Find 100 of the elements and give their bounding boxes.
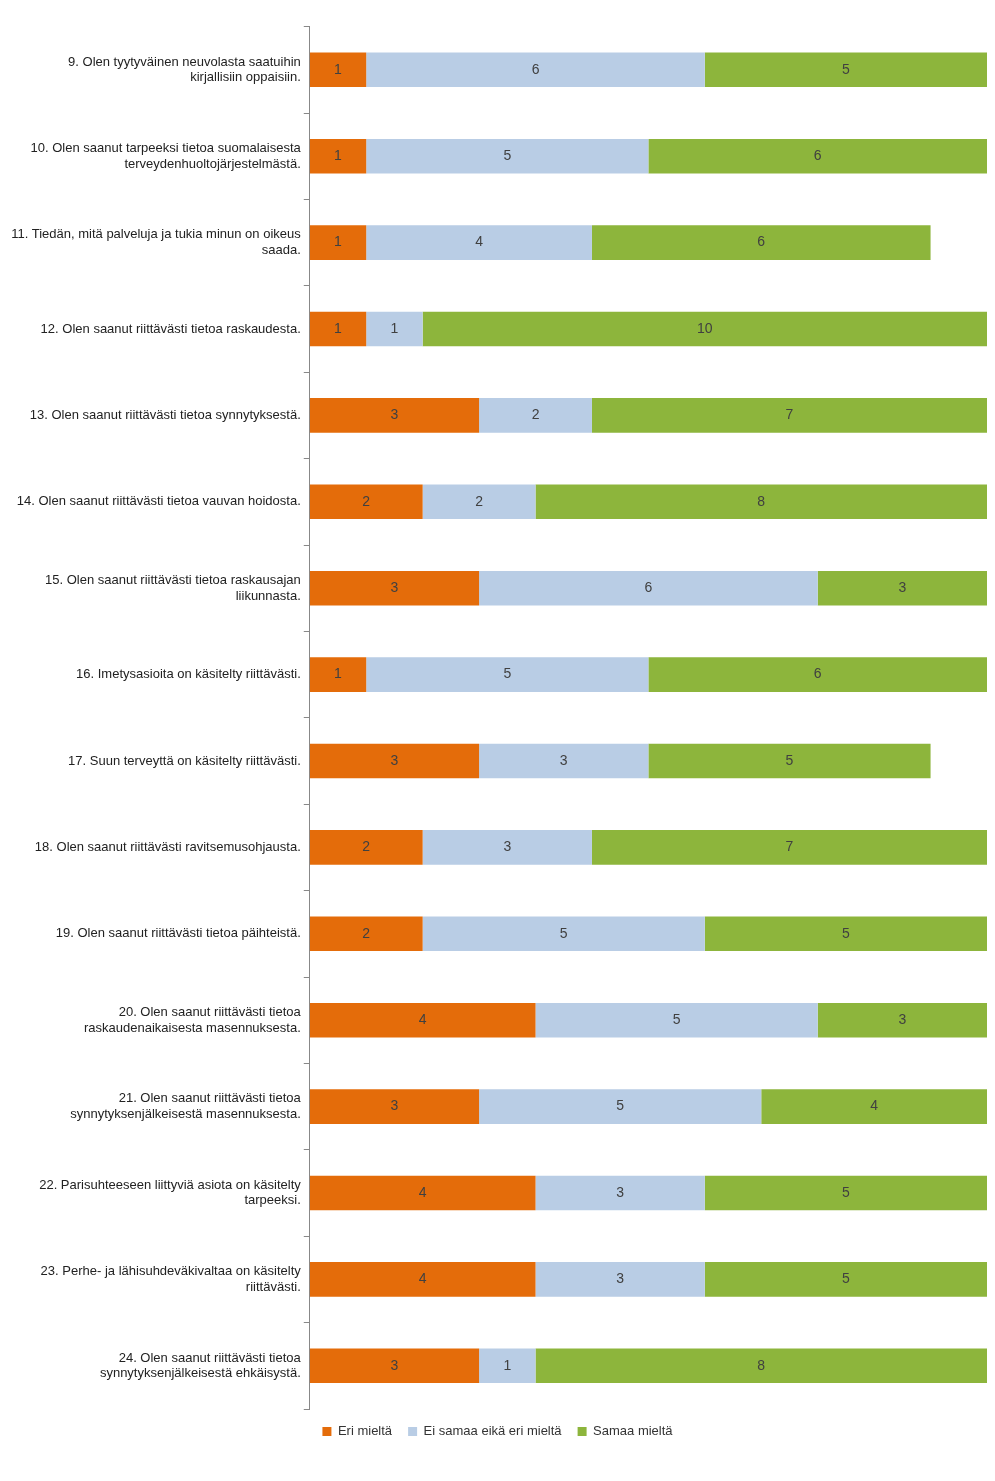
bar [309,1262,536,1297]
data-label: 6 [813,665,822,682]
bar [535,1175,705,1211]
bar [366,311,423,347]
data-label: 1 [334,233,343,250]
bar [761,1089,987,1124]
bar [591,225,931,260]
data-label: 1 [503,1356,512,1373]
bar [591,830,987,865]
data-label: 10 [697,319,713,336]
y-tick-label: 11. Tiedän, mitä palveluja ja tukia minun on oikeus saada. [11,226,302,257]
bar [535,1002,818,1038]
bar [535,484,987,520]
y-tick-label: 9. Olen tyytyväinen neuvolasta saatuihin kirjallisiin oppaisiin. [68,53,301,85]
bar [309,570,480,606]
data-label: 3 [390,1097,399,1114]
bar [366,225,592,260]
bar [309,1348,480,1384]
data-label: 5 [785,751,794,768]
data-label: 3 [616,1183,625,1200]
bar [817,1002,987,1038]
y-tick-label: 13. Olen saanut riittävästi tietoa synnytyksestä. [29,406,301,422]
data-label: 5 [503,147,512,164]
data-label: 5 [616,1097,625,1114]
bar [309,657,367,692]
bar [309,52,367,88]
y-tick-label: 16. Imetysasioita on käsitelty riittävästi. [76,666,301,682]
data-label: 1 [334,665,343,682]
data-label: 5 [559,924,568,941]
bar [535,1262,705,1297]
y-tick-label: 12. Olen saanut riittävästi tietoa raskaudesta. [40,320,301,336]
data-label: 5 [503,665,512,682]
data-label: 2 [531,406,540,423]
data-label: 8 [757,492,766,509]
data-label: 1 [334,319,343,336]
data-label: 3 [390,406,399,423]
data-label: 3 [898,579,907,596]
bar [704,916,987,952]
y-tick-label: 20. Olen saanut riittävästi tietoa raskaudenaikaisesta masennuksesta. [83,1003,302,1035]
bar [704,1262,987,1297]
bar [309,225,367,260]
bar [309,1175,536,1211]
bar [422,311,987,347]
bar [309,743,480,779]
data-label: 6 [813,147,822,164]
data-label: 4 [475,233,484,250]
bar [704,1175,987,1211]
bar [648,743,931,779]
y-tick-label: 10. Olen saanut tarpeeksi tietoa suomalaisesta terveydenhuoltojärjestelmästä. [30,139,302,171]
bar [422,484,536,520]
legend-label: Ei samaa eikä eri mieltä [423,1423,563,1439]
y-tick-label: 24. Olen saanut riittävästi tietoa synnytyksenjälkeisestä ehkäisystä. [99,1349,302,1381]
bar [479,1089,762,1124]
bar [479,398,592,433]
legend-label: Samaa mieltä [593,1423,674,1439]
data-label: 3 [503,838,512,855]
data-label: 4 [870,1097,879,1114]
data-label: 2 [362,838,371,855]
data-label: 1 [390,319,399,336]
bar [648,657,987,692]
data-label: 4 [418,1183,427,1200]
y-tick-label: 21. Olen saanut riittävästi tietoa synnytyksenjälkeisestä masennuksesta. [70,1090,302,1121]
data-label: 3 [616,1270,625,1287]
data-label: 1 [334,147,343,164]
data-label: 3 [390,751,399,768]
data-label: 3 [390,579,399,596]
data-label: 3 [390,1356,399,1373]
bar [366,657,649,692]
data-label: 2 [475,492,484,509]
data-label: 5 [842,924,851,941]
bar [366,52,705,88]
data-label: 1 [334,60,343,77]
data-label: 8 [757,1356,766,1373]
y-tick-label: 15. Olen saanut riittävästi tietoa raskausajan liikunnasta. [44,571,301,603]
bar [309,484,423,520]
data-label: 3 [898,1011,907,1028]
bar [479,743,649,779]
bar [591,398,987,433]
data-label: 7 [785,406,794,423]
bar [704,52,987,88]
bar [309,311,367,347]
bar [309,916,423,952]
y-tick-label: 23. Perhe- ja lähisuhdeväkivaltaa on käsitelty riittävästi. [40,1263,302,1294]
bar [422,830,592,865]
y-tick-label: 18. Olen saanut riittävästi ravitsemusohjausta. [34,838,301,854]
bar [479,570,818,606]
data-label: 5 [842,1183,851,1200]
bar [479,1348,536,1384]
y-tick-label: 14. Olen saanut riittävästi tietoa vauvan hoidosta. [16,493,301,509]
data-label: 7 [785,838,794,855]
data-label: 4 [418,1011,427,1028]
legend-label: Eri mieltä [337,1423,393,1439]
bar [309,138,367,174]
data-label: 6 [531,60,540,77]
y-tick-label: 19. Olen saanut riittävästi tietoa päihteistä. [55,925,301,941]
bar [535,1348,987,1384]
data-label: 2 [362,492,371,509]
bar [309,830,423,865]
data-label: 2 [362,924,371,941]
bar [422,916,705,952]
